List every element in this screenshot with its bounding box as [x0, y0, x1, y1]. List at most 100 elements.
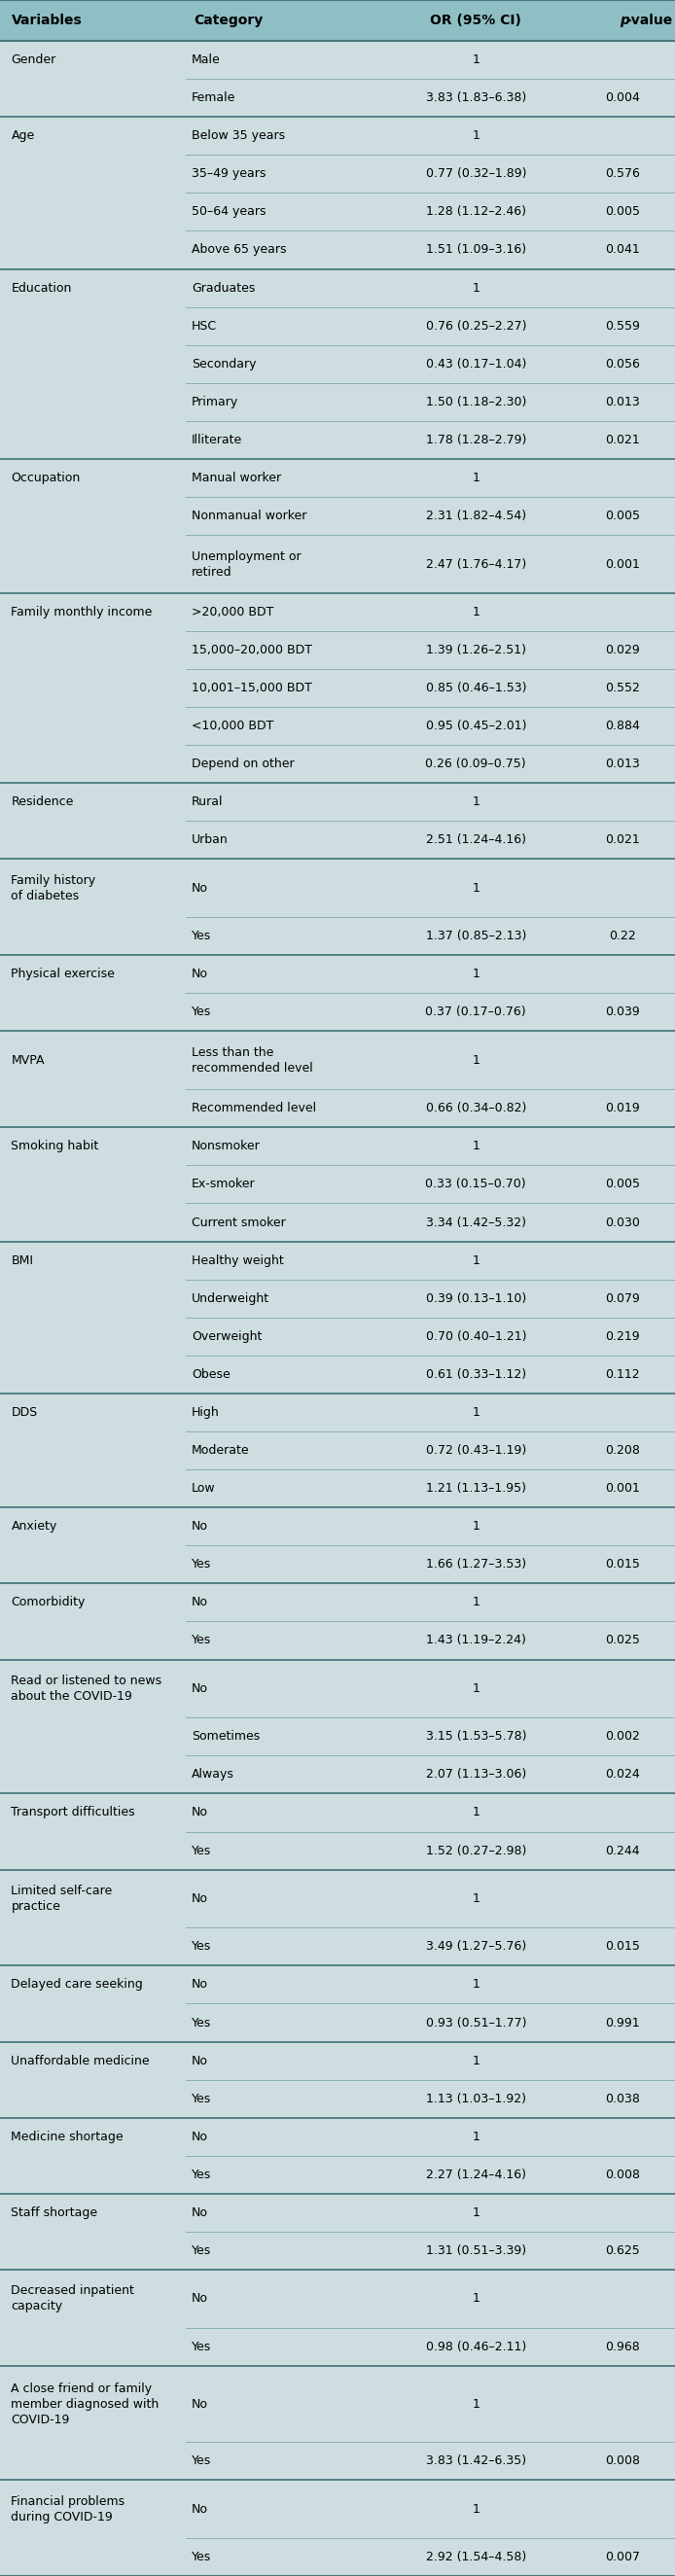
Text: Nonmanual worker: Nonmanual worker	[192, 510, 306, 523]
Text: Unaffordable medicine: Unaffordable medicine	[11, 2056, 150, 2066]
Text: Decreased inpatient
capacity: Decreased inpatient capacity	[11, 2285, 134, 2313]
Text: 0.552: 0.552	[605, 683, 640, 696]
Bar	[0, 1355, 675, 1394]
Text: 3.49 (1.27–5.76): 3.49 (1.27–5.76)	[426, 1940, 526, 1953]
Text: Healthy weight: Healthy weight	[192, 1255, 283, 1267]
Bar	[0, 1757, 675, 1793]
Bar	[0, 2365, 675, 2442]
Text: 0.025: 0.025	[605, 1633, 640, 1646]
Text: 1.51 (1.09–3.16): 1.51 (1.09–3.16)	[426, 245, 526, 255]
Text: Family monthly income: Family monthly income	[11, 605, 153, 618]
Text: Yes: Yes	[192, 1005, 211, 1018]
Text: Nonsmoker: Nonsmoker	[192, 1141, 261, 1151]
Text: Urban: Urban	[192, 835, 228, 848]
Bar	[0, 2117, 675, 2156]
Text: No: No	[192, 1978, 208, 1991]
Text: 0.98 (0.46–2.11): 0.98 (0.46–2.11)	[426, 2342, 526, 2354]
Bar	[0, 1718, 675, 1757]
Text: Yes: Yes	[192, 1633, 211, 1646]
Bar	[0, 2481, 675, 2537]
Text: 2.07 (1.13–3.06): 2.07 (1.13–3.06)	[426, 1767, 526, 1780]
Text: 1: 1	[472, 1682, 480, 1695]
Text: No: No	[192, 1806, 208, 1819]
Bar	[0, 2156, 675, 2195]
Text: 0.991: 0.991	[605, 2017, 640, 2030]
Bar	[0, 2269, 675, 2329]
Bar	[0, 1242, 675, 1280]
Text: No: No	[192, 1597, 208, 1610]
Text: Category: Category	[194, 13, 263, 28]
Text: 1.43 (1.19–2.24): 1.43 (1.19–2.24)	[426, 1633, 526, 1646]
Text: 3.34 (1.42–5.32): 3.34 (1.42–5.32)	[426, 1216, 526, 1229]
Text: No: No	[192, 2398, 208, 2411]
Text: 1.39 (1.26–2.51): 1.39 (1.26–2.51)	[426, 644, 526, 657]
Bar	[0, 2329, 675, 2365]
Text: A close friend or family
member diagnosed with
COVID-19: A close friend or family member diagnose…	[11, 2383, 159, 2427]
Text: Obese: Obese	[192, 1368, 230, 1381]
Text: Yes: Yes	[192, 2092, 211, 2105]
Text: No: No	[192, 2208, 208, 2218]
Text: 0.85 (0.46–1.53): 0.85 (0.46–1.53)	[425, 683, 526, 696]
Text: 0.968: 0.968	[605, 2342, 640, 2354]
Text: Family history
of diabetes: Family history of diabetes	[11, 873, 96, 902]
Text: 0.041: 0.041	[605, 245, 640, 255]
Text: MVPA: MVPA	[11, 1054, 45, 1066]
Text: Graduates: Graduates	[192, 281, 255, 294]
Text: <10,000 BDT: <10,000 BDT	[192, 719, 273, 732]
Bar	[0, 956, 675, 994]
Text: 0.559: 0.559	[605, 319, 640, 332]
Text: 0.72 (0.43–1.19): 0.72 (0.43–1.19)	[426, 1445, 526, 1458]
Bar	[0, 497, 675, 536]
Text: 0.77 (0.32–1.89): 0.77 (0.32–1.89)	[425, 167, 526, 180]
Bar	[0, 592, 675, 631]
Text: Smoking habit: Smoking habit	[11, 1141, 99, 1151]
Text: 0.76 (0.25–2.27): 0.76 (0.25–2.27)	[425, 319, 526, 332]
Text: 0.013: 0.013	[605, 757, 640, 770]
Text: 10,001–15,000 BDT: 10,001–15,000 BDT	[192, 683, 312, 696]
Text: 1: 1	[472, 1597, 480, 1610]
Bar	[0, 384, 675, 420]
Text: No: No	[192, 1520, 208, 1533]
Bar	[0, 1203, 675, 1242]
Bar	[0, 41, 675, 80]
Text: Variables: Variables	[11, 13, 82, 28]
Text: 1: 1	[472, 2398, 480, 2411]
Text: 1: 1	[472, 2056, 480, 2066]
Bar	[0, 2231, 675, 2269]
Text: 0.019: 0.019	[605, 1103, 640, 1115]
Text: 0.030: 0.030	[605, 1216, 640, 1229]
Text: Secondary: Secondary	[192, 358, 256, 371]
Text: Illiterate: Illiterate	[192, 433, 242, 446]
Bar	[0, 1316, 675, 1355]
Text: 0.576: 0.576	[605, 167, 640, 180]
Text: No: No	[192, 1893, 208, 1906]
Text: Male: Male	[192, 54, 221, 67]
Text: Primary: Primary	[192, 397, 238, 407]
Text: OR (95% CI): OR (95% CI)	[430, 13, 522, 28]
Text: 0.005: 0.005	[605, 206, 640, 219]
Bar	[0, 1090, 675, 1128]
Text: DDS: DDS	[11, 1406, 38, 1419]
Text: 1: 1	[472, 54, 480, 67]
Text: Sometimes: Sometimes	[192, 1731, 260, 1744]
Text: 2.92 (1.54–4.58): 2.92 (1.54–4.58)	[426, 2550, 526, 2563]
Text: 0.66 (0.34–0.82): 0.66 (0.34–0.82)	[426, 1103, 526, 1115]
Text: 1: 1	[472, 1054, 480, 1066]
Text: 0.021: 0.021	[605, 835, 640, 848]
Bar	[0, 2043, 675, 2079]
Text: 1.52 (0.27–2.98): 1.52 (0.27–2.98)	[426, 1844, 526, 1857]
Text: Occupation: Occupation	[11, 471, 80, 484]
Bar	[0, 1468, 675, 1507]
Bar	[0, 2079, 675, 2117]
Text: 1.28 (1.12–2.46): 1.28 (1.12–2.46)	[426, 206, 526, 219]
Text: Underweight: Underweight	[192, 1293, 269, 1303]
Bar	[0, 80, 675, 116]
Bar	[0, 193, 675, 232]
Text: -value: -value	[626, 13, 673, 28]
Bar	[0, 155, 675, 193]
Bar	[0, 1507, 675, 1546]
Text: No: No	[192, 2504, 208, 2514]
Text: 0.004: 0.004	[605, 93, 640, 103]
Text: High: High	[192, 1406, 219, 1419]
Text: 1: 1	[472, 1141, 480, 1151]
